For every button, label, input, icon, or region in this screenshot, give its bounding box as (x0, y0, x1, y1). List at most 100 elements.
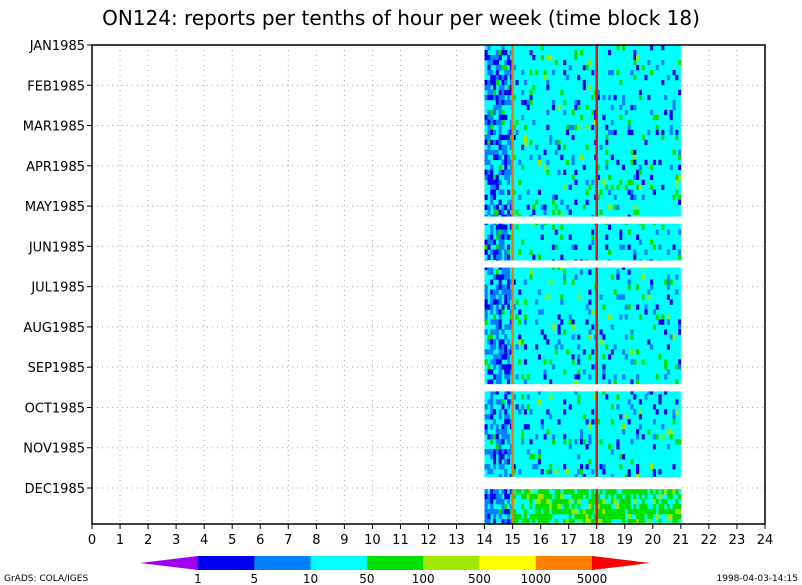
heatmap-cell (672, 99, 676, 106)
heatmap-cell (577, 344, 581, 350)
heatmap-cell (616, 514, 620, 520)
heatmap-cell (678, 324, 682, 330)
heatmap-cell (546, 294, 550, 300)
heatmap-cell (535, 499, 539, 505)
heatmap-cell (636, 174, 640, 181)
heatmap-cell (619, 79, 623, 86)
heatmap-cell (507, 134, 511, 141)
heatmap-cell (495, 209, 499, 215)
heatmap-cell (607, 204, 612, 210)
heatmap-cell (565, 74, 570, 81)
heatmap-cell (507, 69, 511, 76)
heatmap-cell (490, 229, 494, 235)
x-tick-label: 12 (420, 533, 437, 548)
heatmap-cell (672, 419, 676, 425)
heatmap-cell (633, 509, 637, 515)
heatmap-cell (577, 334, 581, 340)
heatmap-cell (577, 74, 581, 81)
heatmap-cell (507, 459, 511, 465)
x-axis-ticks: 0 1 2 3 4 5 6 7 8 9 10 11 12 13 14 15 16 17 18 19 20 21 22 23 24 (88, 524, 773, 548)
heatmap-cell (675, 379, 679, 385)
colorbar-label: 1 (194, 572, 202, 585)
heatmap-cell (661, 489, 665, 495)
heatmap-cell (532, 514, 536, 520)
heatmap-cell (492, 59, 497, 66)
heatmap-cell (582, 519, 586, 525)
heatmap-cell (627, 469, 631, 475)
heatmap-cell (678, 174, 682, 181)
heatmap-cell (571, 124, 575, 131)
heatmap-cell (577, 99, 581, 106)
heatmap-cell (490, 299, 494, 305)
chart-title: ON124: reports per tenths of hour per we… (102, 6, 700, 30)
heatmap-cell (591, 364, 595, 370)
heatmap-cell (549, 494, 553, 500)
heatmap-cell (518, 179, 522, 186)
heatmap-cell (563, 269, 567, 275)
heatmap-cell (543, 434, 547, 440)
heatmap-cell (664, 389, 668, 395)
heatmap-cell (647, 294, 651, 300)
heatmap-cell (621, 349, 626, 355)
heatmap-cell (619, 244, 623, 250)
heatmap-cell (521, 339, 525, 345)
heatmap-cell (607, 489, 612, 495)
heatmap-cell (495, 249, 499, 255)
heatmap-cell (627, 229, 631, 235)
heatmap-cell (537, 449, 541, 455)
heatmap-cell (627, 304, 631, 310)
heatmap-cell (498, 234, 502, 240)
heatmap-cell (678, 319, 682, 325)
heatmap-cell (521, 374, 525, 380)
heatmap-cell (484, 424, 488, 430)
heatmap-cell (554, 499, 558, 505)
heatmap-cell (551, 69, 555, 76)
heatmap-cell (607, 504, 612, 510)
heatmap-cell (521, 394, 525, 400)
heatmap-cell (624, 474, 628, 480)
heatmap-cell (507, 154, 511, 161)
heatmap-cell (619, 414, 623, 420)
x-tick-label: 5 (228, 533, 236, 548)
heatmap-cell (540, 224, 544, 230)
heatmap-cell (568, 444, 572, 450)
heatmap-cell (501, 449, 505, 455)
heatmap-cell (487, 349, 491, 355)
heatmap-cell (630, 179, 634, 186)
heatmap-cell (507, 279, 511, 285)
x-tick-label: 20 (645, 533, 662, 548)
heatmap-cell (518, 159, 522, 166)
heatmap-cell (540, 424, 544, 430)
heatmap-cell (577, 354, 581, 360)
heatmap-cell (492, 204, 497, 210)
heatmap-cell (652, 324, 656, 330)
heatmap-cell (678, 254, 682, 260)
x-tick-label: 1 (116, 533, 124, 548)
heatmap-cell (582, 414, 586, 420)
heatmap-cell (532, 464, 536, 470)
heatmap-cell (571, 504, 575, 510)
heatmap-cell (507, 159, 511, 166)
heatmap-cell (490, 279, 494, 285)
heatmap-cell (504, 49, 508, 56)
heatmap-cell (669, 429, 673, 435)
heatmap-cell (523, 489, 527, 495)
heatmap-cell (543, 359, 547, 365)
heatmap-cell (610, 119, 614, 126)
heatmap-cell (501, 159, 505, 166)
heatmap-cell (655, 374, 659, 380)
heatmap-cell (577, 519, 581, 525)
heatmap-cell (585, 444, 589, 450)
heatmap-cell (487, 89, 491, 96)
heatmap-cell (507, 414, 511, 420)
heatmap-cell (591, 504, 595, 510)
heatmap-cell (593, 119, 598, 126)
heatmap-cell (537, 509, 541, 515)
heatmap-cell (490, 319, 494, 325)
heatmap-cell (621, 514, 626, 520)
heatmap-cell (515, 209, 519, 215)
heatmap-cell (492, 374, 497, 380)
heatmap-cell (504, 249, 508, 255)
heatmap-cell (484, 304, 488, 310)
y-tick-label: APR1985 (26, 160, 85, 175)
